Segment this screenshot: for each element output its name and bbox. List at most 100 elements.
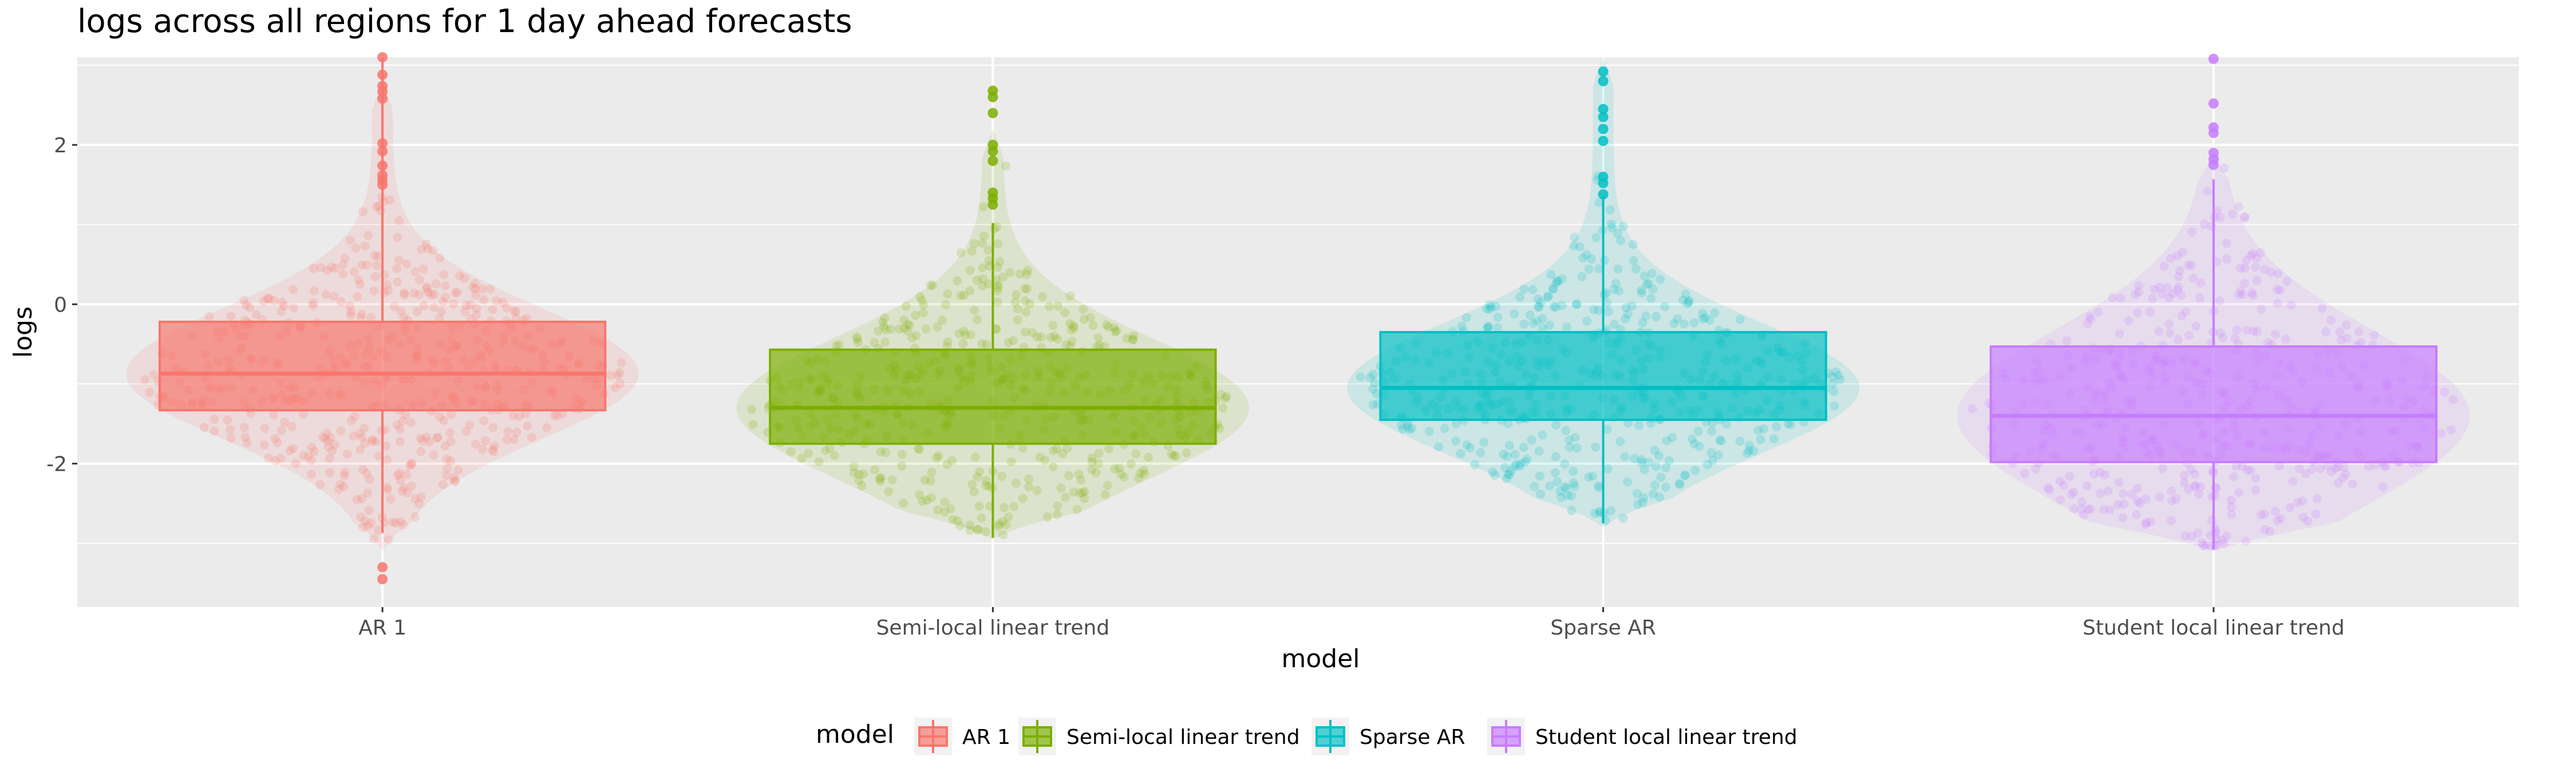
jitter-point	[264, 294, 274, 304]
jitter-point	[984, 256, 994, 266]
jitter-point	[363, 521, 373, 531]
jitter-point	[1080, 487, 1089, 497]
jitter-point	[982, 340, 991, 349]
jitter-point	[854, 338, 863, 348]
jitter-point	[1522, 454, 1532, 464]
outlier-point	[1598, 136, 1609, 147]
jitter-point	[940, 497, 950, 507]
jitter-point	[451, 288, 460, 298]
jitter-point	[1069, 323, 1079, 333]
jitter-point	[396, 424, 405, 434]
jitter-point	[903, 320, 912, 329]
jitter-point	[1710, 308, 1720, 318]
jitter-point	[2234, 290, 2244, 300]
jitter-point	[360, 438, 370, 448]
jitter-point	[967, 246, 977, 256]
jitter-point	[1139, 466, 1148, 475]
jitter-point	[2232, 325, 2242, 335]
jitter-point	[360, 516, 370, 526]
jitter-point	[1759, 424, 1768, 434]
jitter-point	[2020, 468, 2029, 478]
jitter-point	[821, 446, 831, 455]
outlier-point	[987, 155, 998, 166]
jitter-point	[879, 321, 888, 331]
jitter-point	[1009, 502, 1018, 511]
jitter-point	[2379, 461, 2389, 471]
jitter-point	[1644, 279, 1653, 289]
jitter-point	[422, 284, 432, 294]
jitter-point	[382, 280, 392, 290]
jitter-point	[1500, 463, 1510, 472]
jitter-point	[388, 517, 398, 527]
jitter-point	[1614, 286, 1624, 296]
jitter-point	[368, 436, 377, 446]
jitter-point	[1100, 490, 1110, 499]
jitter-point	[2321, 327, 2331, 337]
jitter-point	[1012, 478, 1021, 488]
jitter-point	[2194, 489, 2204, 499]
outlier-point	[1598, 189, 1609, 200]
jitter-point	[2218, 333, 2227, 342]
jitter-point	[1020, 296, 1030, 306]
jitter-point	[2255, 248, 2265, 257]
jitter-point	[1536, 489, 1546, 499]
jitter-point	[2298, 496, 2308, 506]
jitter-point	[1637, 458, 1646, 467]
jitter-point	[1642, 279, 1652, 289]
jitter-point	[306, 455, 316, 465]
jitter-point	[969, 487, 979, 497]
jitter-point	[1095, 341, 1104, 350]
jitter-point	[2341, 470, 2351, 479]
jitter-point	[210, 414, 219, 424]
jitter-point	[1706, 448, 1716, 458]
jitter-point	[953, 516, 962, 526]
jitter-point	[1060, 308, 1070, 318]
jitter-point	[263, 293, 272, 303]
jitter-point	[2265, 526, 2275, 536]
jitter-point	[318, 432, 327, 442]
jitter-point	[1569, 241, 1578, 250]
jitter-point	[2210, 482, 2220, 492]
jitter-point	[1603, 307, 1613, 316]
jitter-point	[2226, 495, 2236, 505]
jitter-point	[2191, 321, 2200, 331]
jitter-point	[1171, 451, 1180, 461]
jitter-point	[984, 482, 994, 491]
jitter-point	[965, 525, 975, 535]
jitter-point	[1032, 486, 1042, 495]
jitter-point	[2222, 238, 2231, 248]
jitter-point	[366, 518, 376, 528]
jitter-point	[981, 476, 991, 486]
x-tick-label: Semi-local linear trend	[876, 616, 1110, 640]
jitter-point	[1786, 420, 1795, 429]
jitter-point	[2378, 482, 2388, 492]
outlier-point	[2208, 53, 2219, 64]
jitter-point	[1086, 313, 1095, 322]
jitter-point	[1546, 270, 1556, 279]
jitter-point	[2316, 464, 2325, 474]
jitter-point	[1533, 294, 1543, 304]
jitter-point	[372, 261, 381, 270]
jitter-point	[1632, 489, 1642, 498]
jitter-point	[1506, 466, 1516, 476]
jitter-point	[1022, 284, 1032, 294]
jitter-point	[414, 499, 424, 509]
jitter-point	[2085, 312, 2095, 321]
jitter-point	[1024, 482, 1034, 491]
jitter-point	[1144, 452, 1153, 462]
legend: model AR 1 Semi-local linear trend Sparse …	[816, 718, 1797, 755]
jitter-point	[1656, 472, 1666, 482]
jitter-point	[355, 279, 365, 289]
jitter-point	[527, 432, 536, 442]
jitter-point	[1698, 309, 1708, 318]
jitter-point	[1673, 314, 1682, 324]
boxplots	[158, 52, 2438, 585]
jitter-point	[1069, 487, 1078, 497]
jitter-point	[346, 416, 356, 426]
jitter-point	[1641, 311, 1650, 321]
jitter-point	[1586, 254, 1596, 264]
jitter-point	[946, 504, 955, 514]
jitter-point	[943, 337, 953, 346]
jitter-point	[849, 468, 859, 478]
jitter-point	[2219, 163, 2229, 173]
